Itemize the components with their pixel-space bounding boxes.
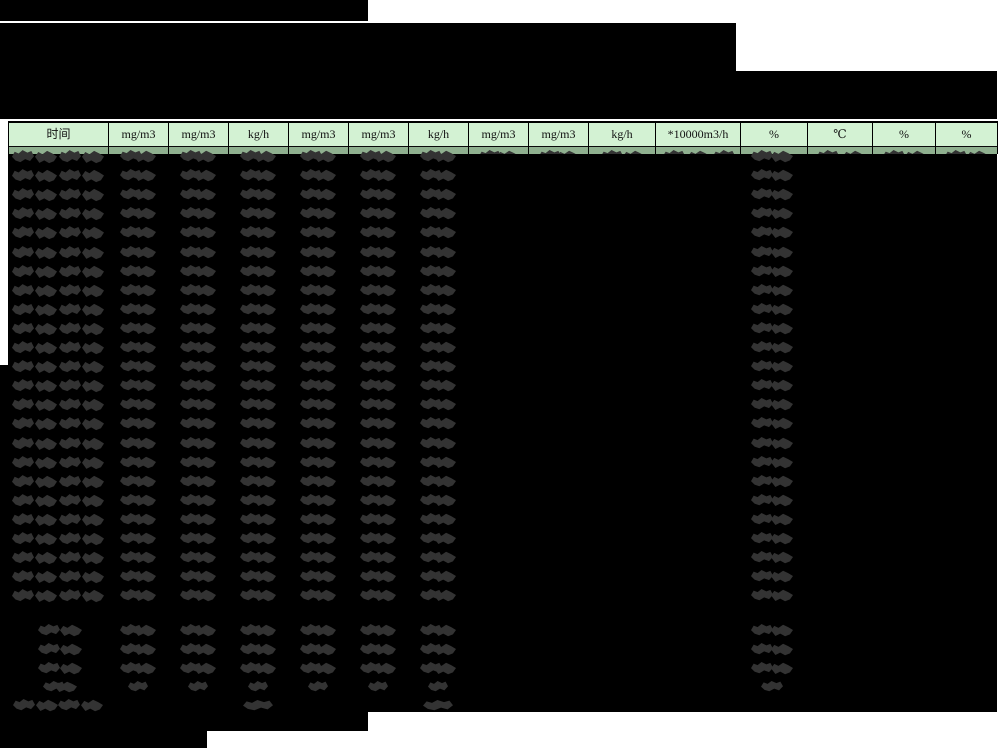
header-strip (873, 147, 935, 154)
header-strip (109, 147, 168, 154)
header-strip (808, 147, 872, 154)
redacted-data-region-left-edge (0, 365, 8, 712)
header-strip (656, 147, 740, 154)
header-cell-8: mg/m3 (529, 123, 589, 154)
header-unit-label: % (936, 123, 997, 147)
redacted-value (539, 149, 579, 154)
header-cell-2: mg/m3 (169, 123, 229, 154)
header-unit-label: mg/m3 (169, 123, 228, 147)
header-unit-label: % (741, 123, 807, 147)
header-cell-0: 时间 (9, 123, 109, 154)
header-strip (529, 147, 588, 154)
header-strip (169, 147, 228, 154)
header-cell-11: % (741, 123, 808, 154)
header-unit-label: 时间 (9, 123, 108, 147)
header-unit-label: *10000m3/h (656, 123, 740, 147)
header-unit-label: mg/m3 (469, 123, 528, 147)
redacted-value (663, 149, 735, 154)
header-strip (289, 147, 348, 154)
header-strip (9, 147, 108, 154)
redacted-value (479, 149, 519, 154)
redacted-subtitle-block (0, 23, 736, 71)
header-unit-label: kg/h (229, 123, 288, 147)
header-unit-label: ℃ (808, 123, 872, 147)
header-cell-4: mg/m3 (289, 123, 349, 154)
header-strip (589, 147, 655, 154)
header-unit-label: % (873, 123, 935, 147)
header-cell-5: mg/m3 (349, 123, 409, 154)
header-unit-label: mg/m3 (529, 123, 588, 147)
header-cell-10: *10000m3/h (656, 123, 741, 154)
header-cell-3: kg/h (229, 123, 289, 154)
redacted-footer-block (0, 712, 368, 731)
header-cell-12: ℃ (808, 123, 873, 154)
redacted-data-region (8, 154, 997, 712)
redacted-value (817, 149, 865, 154)
redacted-value (883, 149, 927, 154)
header-cell-9: kg/h (589, 123, 656, 154)
header-strip (229, 147, 288, 154)
redacted-meta-block (0, 71, 997, 119)
header-cell-14: % (936, 123, 998, 154)
header-cell-7: mg/m3 (469, 123, 529, 154)
header-strip (469, 147, 528, 154)
redacted-value (945, 149, 989, 154)
header-unit-label: mg/m3 (109, 123, 168, 147)
header-strip (349, 147, 408, 154)
table-header-row: 时间 mg/m3 mg/m3 kg/h mg/m3 mg/m3 kg/h mg/m3 mg/m3… (8, 121, 998, 154)
header-strip (741, 147, 807, 154)
header-strip (936, 147, 997, 154)
header-unit-label: kg/h (589, 123, 655, 147)
redacted-title-block (0, 0, 368, 21)
header-strip (409, 147, 468, 154)
header-unit-label: mg/m3 (289, 123, 348, 147)
header-unit-label: kg/h (409, 123, 468, 147)
redacted-value (601, 149, 645, 154)
header-cell-6: kg/h (409, 123, 469, 154)
header-cell-13: % (873, 123, 936, 154)
header-cell-1: mg/m3 (109, 123, 169, 154)
header-unit-label: mg/m3 (349, 123, 408, 147)
redacted-footer-block-2 (0, 731, 207, 748)
